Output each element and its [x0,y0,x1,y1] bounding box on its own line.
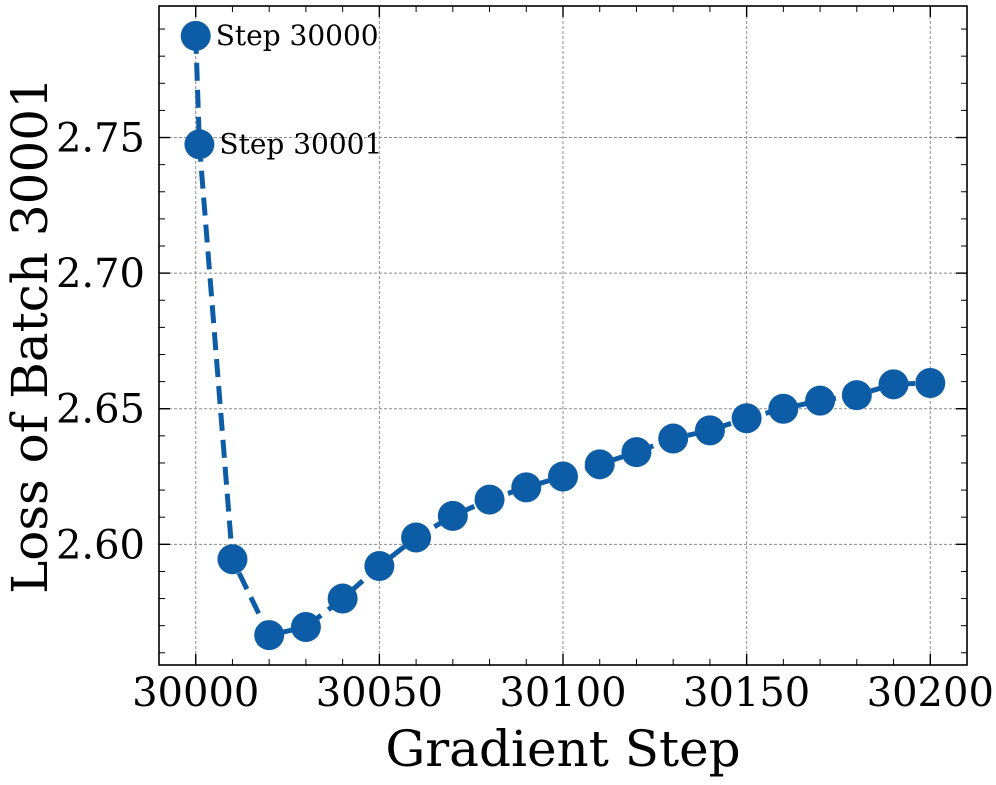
data-point [401,522,432,553]
series-loss [180,20,946,651]
plot-frame [158,5,968,666]
series-line [193,35,931,638]
point-annotation: Step 30000 [216,19,379,52]
x-axis-label: Gradient Step [385,720,740,778]
data-point [841,380,872,411]
data-point [184,129,215,160]
y-tick-label: 2.70 [56,251,145,297]
point-annotation: Step 30001 [219,127,382,160]
data-point [437,500,468,531]
data-point [731,403,762,434]
y-tick-label: 2.65 [56,387,145,433]
data-point [217,544,248,575]
annotations: Step 30000 Step 30001 [216,19,383,160]
data-point [768,393,799,424]
data-point [327,583,358,614]
data-point [511,472,542,503]
x-tick-label: 30000 [132,670,259,716]
y-tick-label: 2.60 [56,522,145,568]
x-tick-label: 30050 [316,670,443,716]
data-point [548,461,578,492]
data-point [584,449,615,480]
ticks: 30000 30050 30100 30150 30200 2.60 2.65 2.70 2.7… [56,6,994,716]
data-point [658,423,689,454]
data-point [254,620,285,651]
y-tick-label: 2.75 [56,116,145,162]
data-point [474,484,505,515]
data-point [621,437,652,468]
data-point [878,369,909,400]
data-point [290,612,321,643]
data-point [694,415,725,446]
grid [159,6,967,665]
x-tick-label: 30200 [867,670,994,716]
x-tick-label: 30100 [499,670,626,716]
data-point [915,367,946,398]
data-point [805,385,836,416]
y-axis-label: Loss of Batch 30001 [1,77,59,594]
data-point [364,551,395,582]
data-point [180,20,211,51]
x-tick-label: 30150 [683,670,810,716]
